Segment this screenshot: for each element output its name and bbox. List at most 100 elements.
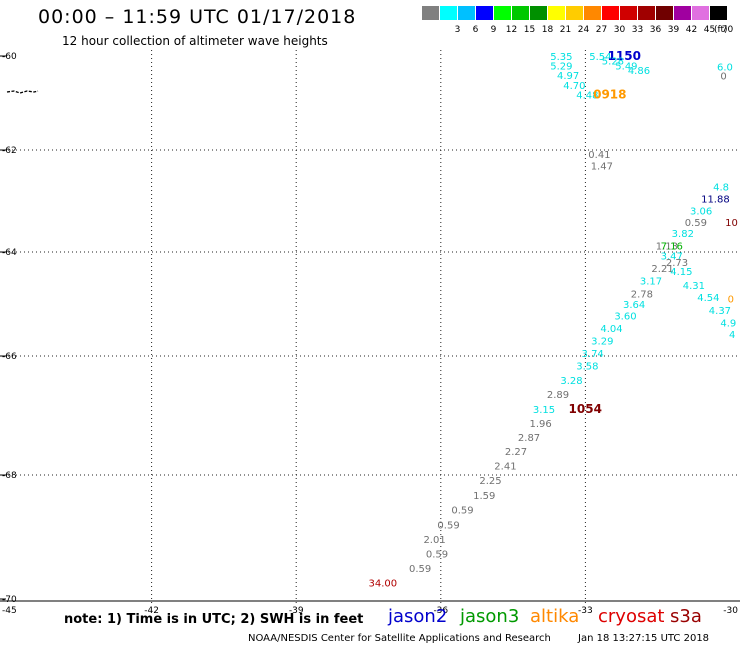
wave-height-label: 1.59 bbox=[473, 491, 495, 502]
wave-height-label: 2.21 bbox=[651, 264, 673, 275]
scale-swatch bbox=[476, 6, 493, 20]
generated-timestamp: Jan 18 13:27:15 UTC 2018 bbox=[578, 633, 710, 644]
wave-height-label: 5.28 bbox=[602, 57, 624, 68]
wave-height-label: 6.0 bbox=[717, 62, 733, 73]
wave-height-label: 1.47 bbox=[591, 161, 613, 172]
satellite-s3a: s3a bbox=[670, 606, 702, 627]
wave-height-label: 5.49 bbox=[615, 61, 637, 72]
wave-height-label: 2.27 bbox=[505, 447, 527, 458]
wave-height-label: 4.04 bbox=[600, 324, 622, 335]
scale-tick-label: 45 bbox=[703, 25, 716, 35]
lat-label: -68 bbox=[2, 471, 17, 481]
wave-height-label: 4.86 bbox=[628, 66, 650, 77]
lon-label: -45 bbox=[2, 606, 17, 616]
scale-tick-label: 70 bbox=[721, 25, 734, 35]
scale-tick-label: 15 bbox=[523, 25, 536, 35]
wave-height-label: 4.54 bbox=[697, 293, 719, 304]
wave-height-label: 11.88 bbox=[701, 194, 730, 205]
scale-swatch bbox=[584, 6, 601, 20]
pass-time-label: 0918 bbox=[593, 88, 626, 102]
wave-height-label: 3.74 bbox=[582, 349, 604, 360]
scale-tick-label: 21 bbox=[559, 25, 572, 35]
axis-labels: -60 -62 -64 -66 -68 -70-45 -42 -39 -36 -33 -30 bbox=[2, 52, 738, 616]
scale-swatch bbox=[674, 6, 691, 20]
map-title: 00:00 – 11:59 UTC 01/17/2018 bbox=[38, 6, 357, 28]
wave-height-label: 2.89 bbox=[547, 390, 569, 401]
credit-text: NOAA/NESDIS Center for Satellite Applica… bbox=[248, 633, 551, 644]
lat-label: -64 bbox=[2, 248, 17, 258]
wave-height-label: 3.15 bbox=[533, 405, 555, 416]
scale-tick-label: 3 bbox=[454, 25, 461, 35]
wave-height-label: 3.28 bbox=[560, 376, 582, 387]
scale-swatch bbox=[548, 6, 565, 20]
lon-label: -42 bbox=[144, 606, 159, 616]
wave-height-label: 2.87 bbox=[518, 433, 540, 444]
scale-swatch bbox=[440, 6, 457, 20]
wave-height-label: 3.06 bbox=[690, 207, 712, 218]
island-outline bbox=[6, 90, 39, 94]
lon-label: -30 bbox=[723, 606, 738, 616]
lat-label: -70 bbox=[2, 595, 17, 605]
wave-height-label: 7.16 bbox=[661, 241, 683, 252]
wave-height-label: 0.59 bbox=[437, 521, 459, 532]
wave-height-label: 0 bbox=[720, 72, 726, 83]
map-grid bbox=[0, 50, 740, 604]
wave-height-label: 0.59 bbox=[685, 218, 707, 229]
scale-swatch bbox=[638, 6, 655, 20]
wave-height-label: 5.29 bbox=[550, 61, 572, 72]
wave-height-label: 3.64 bbox=[623, 300, 645, 311]
wave-height-label: 10 bbox=[725, 218, 738, 229]
scale-swatch bbox=[602, 6, 619, 20]
scale-swatch bbox=[422, 6, 439, 20]
satellite-jason3: jason3 bbox=[460, 606, 520, 627]
wave-height-label: 4.48 bbox=[576, 91, 598, 102]
wave-height-label: 3.47 bbox=[661, 252, 683, 263]
wave-height-label: 0.59 bbox=[426, 550, 448, 561]
wave-height-label: 2.01 bbox=[423, 535, 445, 546]
wave-height-label: 2.41 bbox=[494, 461, 516, 472]
lon-label: -39 bbox=[289, 606, 304, 616]
lon-label: -33 bbox=[578, 606, 593, 616]
scale-swatch bbox=[620, 6, 637, 20]
wave-height-label: 5.54 bbox=[589, 52, 611, 63]
wave-height-label: 0.41 bbox=[588, 150, 610, 161]
wave-height-label: 3.17 bbox=[640, 277, 662, 288]
wave-height-label: 4.9 bbox=[720, 319, 736, 330]
wave-height-label: 4.15 bbox=[670, 267, 692, 278]
wave-height-label: 3.82 bbox=[672, 229, 694, 240]
scale-tick-label: 9 bbox=[490, 25, 497, 35]
pass-time-label: 1054 bbox=[569, 402, 602, 416]
lat-label: -66 bbox=[2, 352, 17, 362]
satellite-altika: altika bbox=[530, 606, 580, 627]
footer-note: note: 1) Time is in UTC; 2) SWH is in fe… bbox=[64, 612, 364, 627]
wave-height-label: 4.8 bbox=[713, 183, 729, 194]
wave-height-label: 4.97 bbox=[557, 71, 579, 82]
satellite-jason2: jason2 bbox=[388, 606, 448, 627]
wave-height-label: 4.37 bbox=[709, 306, 731, 317]
wave-height-label: 0.59 bbox=[451, 506, 473, 517]
scale-swatch bbox=[530, 6, 547, 20]
wave-height-label: 3.58 bbox=[576, 362, 598, 373]
scale-swatch bbox=[512, 6, 529, 20]
scale-swatch bbox=[494, 6, 511, 20]
scale-tick-label: 24 bbox=[577, 25, 590, 35]
map-subtitle: 12 hour collection of altimeter wave hei… bbox=[62, 34, 328, 48]
wave-height-label: 3.29 bbox=[591, 336, 613, 347]
scale-tick-label: 39 bbox=[667, 25, 680, 35]
scale-tick-label: 36 bbox=[649, 25, 662, 35]
pass-time-label: 1150 bbox=[608, 49, 641, 63]
wave-height-label: 4.31 bbox=[683, 281, 705, 292]
scale-swatch bbox=[458, 6, 475, 20]
scale-unit-label: (ft) bbox=[714, 25, 728, 35]
wave-height-label: 0 bbox=[728, 294, 734, 305]
satellite-cryosat: cryosat bbox=[598, 606, 665, 627]
lat-label: -60 bbox=[2, 52, 17, 62]
scale-swatch bbox=[710, 6, 727, 20]
wave-height-label: 2.73 bbox=[666, 258, 688, 269]
wave-height-label: 34.00 bbox=[369, 578, 398, 589]
lat-label: -62 bbox=[2, 146, 17, 156]
wave-height-label: 4 bbox=[729, 330, 735, 341]
scale-tick-label: 6 bbox=[472, 25, 479, 35]
